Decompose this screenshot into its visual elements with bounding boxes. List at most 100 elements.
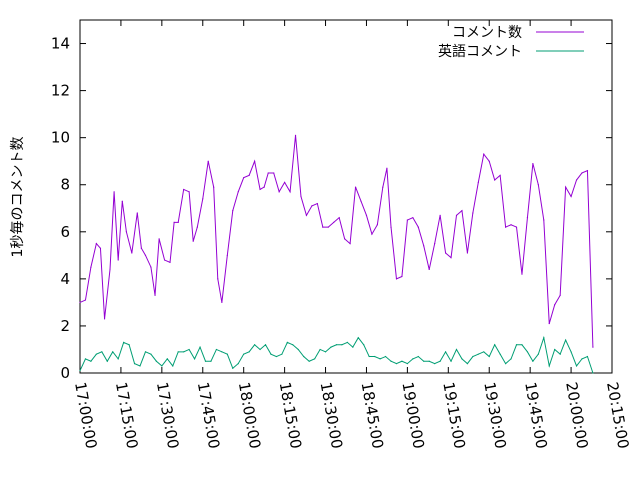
data-point bbox=[254, 160, 256, 162]
data-point bbox=[401, 275, 403, 278]
data-point bbox=[322, 226, 324, 228]
data-point bbox=[575, 365, 578, 367]
data-point bbox=[384, 355, 387, 358]
data-point bbox=[140, 247, 142, 249]
data-point bbox=[330, 346, 332, 348]
data-point bbox=[548, 322, 550, 325]
data-point bbox=[210, 360, 212, 362]
y-tick-label: 0 bbox=[60, 364, 70, 382]
data-point bbox=[554, 304, 556, 306]
data-point bbox=[515, 344, 518, 346]
data-point bbox=[371, 233, 373, 235]
data-point bbox=[144, 254, 147, 256]
data-point bbox=[352, 346, 354, 348]
data-point bbox=[395, 362, 398, 365]
data-point bbox=[177, 351, 179, 353]
data-point bbox=[559, 353, 561, 355]
data-point bbox=[173, 221, 175, 223]
series-line bbox=[79, 335, 594, 374]
data-point bbox=[204, 360, 207, 362]
data-point bbox=[586, 170, 589, 172]
data-point bbox=[270, 353, 272, 355]
data-point bbox=[84, 358, 87, 360]
data-point bbox=[248, 174, 250, 176]
data-point bbox=[125, 231, 127, 233]
y-tick-label: 4 bbox=[60, 270, 70, 288]
data-point bbox=[570, 195, 572, 198]
data-point bbox=[226, 254, 228, 256]
x-tick-label: 17:45:00 bbox=[194, 381, 223, 450]
y-tick-label: 10 bbox=[51, 129, 70, 147]
data-point bbox=[376, 224, 378, 226]
data-point bbox=[79, 370, 81, 372]
data-point bbox=[155, 360, 157, 362]
data-point bbox=[477, 181, 479, 183]
data-point bbox=[565, 339, 567, 341]
data-point bbox=[99, 247, 102, 249]
y-tick-label: 8 bbox=[60, 176, 70, 194]
data-point bbox=[374, 355, 376, 358]
data-point bbox=[472, 212, 474, 214]
data-point bbox=[193, 358, 196, 360]
data-point bbox=[554, 348, 556, 351]
data-point bbox=[483, 153, 485, 155]
data-point bbox=[183, 351, 185, 353]
data-point bbox=[401, 360, 403, 362]
data-point bbox=[365, 214, 368, 216]
x-tick-label: 17:15:00 bbox=[112, 381, 141, 450]
data-point bbox=[139, 365, 141, 367]
data-point bbox=[505, 362, 507, 365]
data-point bbox=[428, 360, 430, 362]
data-point bbox=[232, 210, 234, 212]
data-point bbox=[278, 191, 280, 193]
data-point bbox=[537, 353, 539, 355]
data-point bbox=[84, 299, 87, 301]
data-point bbox=[324, 351, 327, 353]
data-point bbox=[477, 353, 479, 355]
data-point bbox=[106, 360, 108, 362]
data-point bbox=[217, 278, 219, 280]
data-point bbox=[79, 301, 81, 303]
data-point bbox=[136, 212, 138, 214]
data-point bbox=[559, 294, 561, 296]
data-point bbox=[341, 344, 343, 346]
data-point bbox=[570, 351, 572, 353]
data-point bbox=[101, 351, 103, 353]
data-point bbox=[103, 318, 106, 320]
data-point bbox=[357, 337, 359, 339]
data-point bbox=[117, 358, 119, 360]
data-point bbox=[466, 252, 469, 254]
data-point bbox=[166, 358, 168, 360]
data-point bbox=[466, 362, 469, 365]
data-point bbox=[382, 186, 384, 188]
x-tick-label: 20:00:00 bbox=[562, 381, 591, 450]
data-point bbox=[444, 252, 447, 254]
x-tick-label: 18:15:00 bbox=[276, 381, 305, 450]
y-tick-label: 12 bbox=[51, 82, 70, 100]
data-point bbox=[360, 200, 362, 202]
data-point bbox=[537, 184, 539, 186]
data-point bbox=[192, 240, 194, 242]
legend-label: コメント数 bbox=[452, 25, 522, 41]
data-point bbox=[423, 245, 425, 247]
data-point bbox=[450, 257, 452, 259]
data-point bbox=[133, 362, 136, 365]
data-point bbox=[344, 238, 346, 240]
data-point bbox=[109, 268, 111, 271]
data-point bbox=[311, 205, 313, 207]
series-layer bbox=[79, 134, 594, 374]
data-point bbox=[254, 344, 256, 346]
data-point bbox=[154, 294, 156, 296]
data-point bbox=[243, 353, 245, 355]
data-point bbox=[592, 346, 594, 348]
data-point bbox=[417, 226, 419, 228]
data-point bbox=[338, 217, 340, 219]
data-point bbox=[335, 344, 338, 346]
data-point bbox=[592, 372, 594, 374]
data-point bbox=[213, 186, 215, 188]
data-point bbox=[183, 188, 185, 191]
data-point bbox=[488, 355, 490, 358]
data-point bbox=[390, 226, 392, 228]
